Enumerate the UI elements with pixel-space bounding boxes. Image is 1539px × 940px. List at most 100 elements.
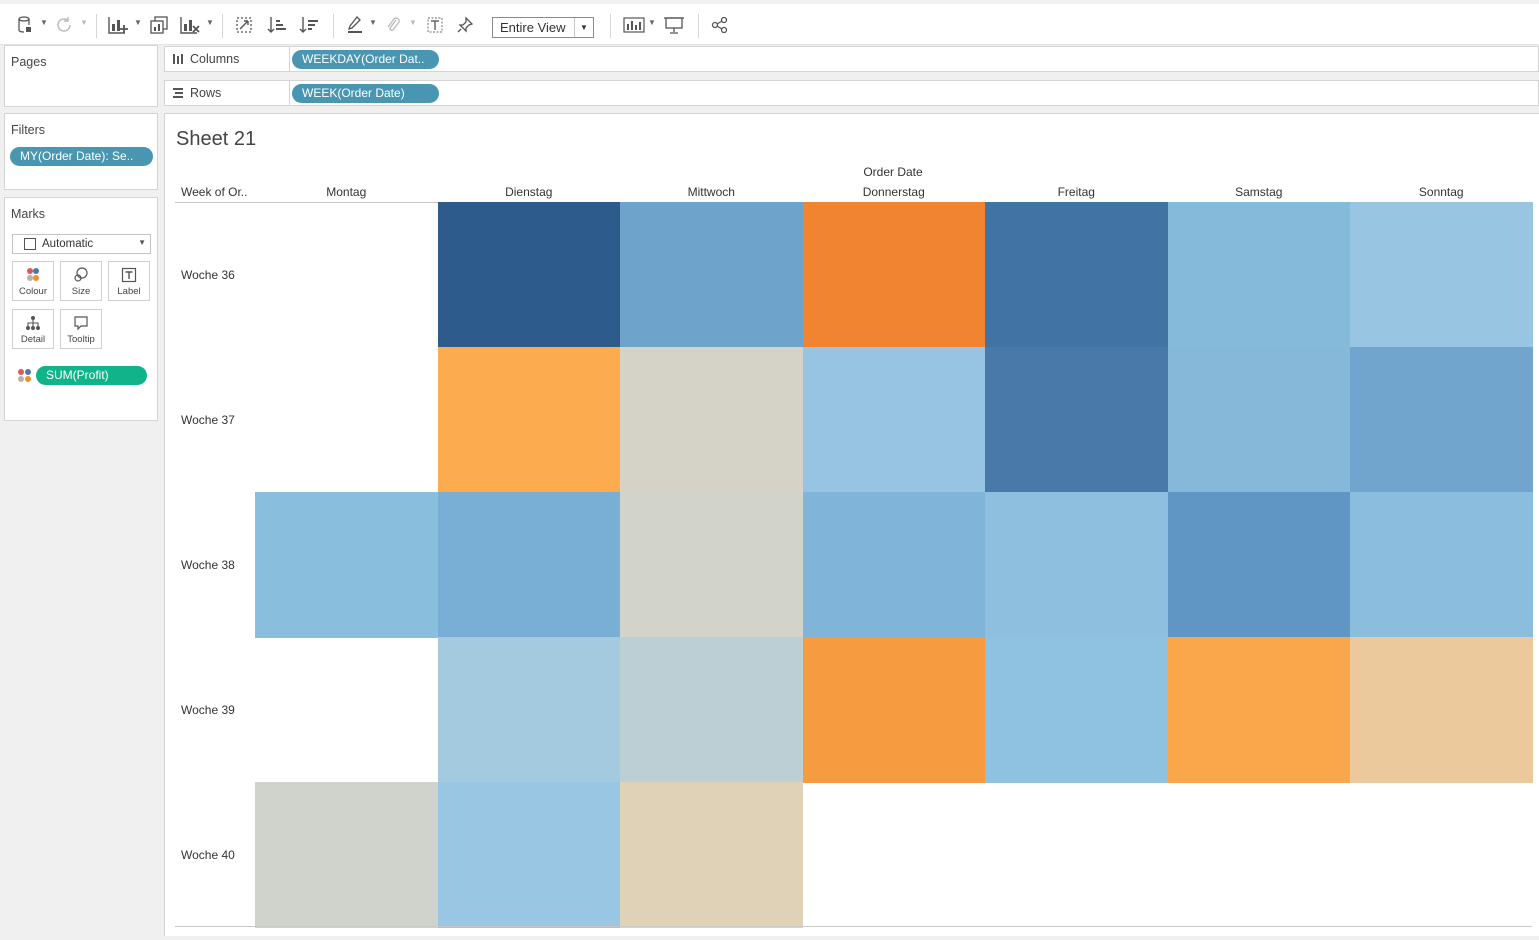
heatmap-cell[interactable] (255, 492, 438, 638)
column-header-montag[interactable]: Montag (326, 185, 367, 199)
detail-label: Detail (20, 334, 46, 345)
heatmap-cell[interactable] (620, 782, 803, 928)
heatmap-cell[interactable] (620, 347, 803, 493)
columns-pill[interactable]: WEEKDAY(Order Dat.. (292, 50, 439, 69)
tooltip-label: Tooltip (67, 334, 95, 345)
heatmap-cell[interactable] (802, 637, 986, 783)
clear-sheet-icon[interactable] (178, 13, 202, 37)
tooltip-button[interactable]: Tooltip (60, 309, 102, 349)
datasource-dropdown-icon[interactable]: ▼ (40, 18, 48, 27)
row-header-woche-40[interactable]: Woche 40 (181, 847, 235, 862)
heatmap-cell[interactable] (985, 492, 1168, 638)
swap-axes-icon[interactable] (233, 13, 255, 37)
heatmap-cell[interactable] (255, 782, 438, 928)
marks-card: Marks Automatic ▼ Colour Size Label Deta… (4, 197, 158, 421)
share-icon[interactable] (709, 13, 731, 37)
new-worksheet-icon[interactable] (106, 13, 130, 37)
show-me-dropdown-icon[interactable]: ▼ (648, 18, 656, 27)
heatmap-cell[interactable] (1350, 637, 1533, 783)
heatmap-cell[interactable] (1167, 347, 1351, 493)
column-header-dienstag[interactable]: Dienstag (505, 185, 553, 199)
profit-measure-pill[interactable]: SUM(Profit) (36, 366, 147, 385)
column-header-sonntag[interactable]: Sonntag (1418, 185, 1464, 199)
row-header-woche-38[interactable]: Woche 38 (181, 557, 235, 572)
show-mark-labels-icon[interactable] (425, 13, 445, 37)
heatmap-cell[interactable] (1167, 637, 1351, 783)
duplicate-sheet-icon[interactable] (148, 13, 170, 37)
heatmap-cell[interactable] (1350, 202, 1533, 348)
sort-descending-icon[interactable] (298, 13, 320, 37)
column-header-samstag[interactable]: Samstag (1235, 185, 1283, 199)
colour-icon (13, 267, 53, 283)
refresh-icon[interactable] (54, 13, 74, 37)
show-me-icon[interactable] (622, 13, 646, 37)
heatmap-cell[interactable] (1167, 492, 1351, 638)
column-header-freitag[interactable]: Freitag (1057, 185, 1095, 199)
new-worksheet-dropdown-icon[interactable]: ▼ (134, 18, 142, 27)
row-header-woche-39[interactable]: Woche 39 (181, 702, 235, 717)
view-size-select[interactable]: Entire View ▼ (492, 17, 594, 38)
mark-type-value: Automatic (42, 238, 94, 250)
sheet-title: Sheet 21 (176, 128, 257, 150)
heatmap-cell[interactable] (437, 347, 621, 493)
row-header-woche-37[interactable]: Woche 37 (181, 412, 235, 427)
column-header-mittwoch[interactable]: Mittwoch (687, 185, 735, 199)
presentation-mode-icon[interactable] (663, 13, 685, 37)
label-label: Label (117, 286, 141, 297)
heatmap-cell[interactable] (620, 492, 803, 638)
highlight-dropdown-icon[interactable]: ▼ (369, 18, 377, 27)
pin-axis-icon[interactable] (455, 13, 475, 37)
label-icon (109, 267, 149, 283)
datasource-icon[interactable] (16, 13, 34, 37)
shelf-divider (289, 47, 290, 71)
refresh-dropdown-icon[interactable]: ▼ (80, 18, 88, 27)
rows-label: Rows (190, 86, 222, 100)
detail-button[interactable]: Detail (12, 309, 54, 349)
chevron-down-icon: ▼ (138, 238, 146, 247)
column-header-donnerstag[interactable]: Donnerstag (862, 185, 925, 199)
filters-card[interactable]: Filters MY(Order Date): Se.. (4, 113, 158, 190)
size-button[interactable]: Size (60, 261, 102, 301)
heatmap-cell[interactable] (437, 492, 621, 638)
row-header-woche-36[interactable]: Woche 36 (181, 267, 235, 282)
filters-title: Filters (11, 123, 46, 137)
label-button[interactable]: Label (108, 261, 150, 301)
bottom-divider (175, 926, 1532, 927)
heatmap-cell[interactable] (437, 202, 621, 348)
heatmap-cell[interactable] (985, 637, 1168, 783)
heatmap-cell[interactable] (1350, 347, 1533, 493)
heatmap-cell[interactable] (1350, 492, 1533, 638)
columns-shelf[interactable]: Columns WEEKDAY(Order Dat.. (164, 46, 1539, 72)
pages-title: Pages (11, 55, 47, 69)
heatmap-cell[interactable] (985, 202, 1168, 348)
heatmap-cell[interactable] (1167, 202, 1351, 348)
rows-icon (172, 87, 184, 102)
heatmap-cell[interactable] (985, 347, 1168, 493)
row-field-header[interactable]: Week of Or.. (181, 185, 248, 199)
heatmap-cell[interactable] (802, 492, 986, 638)
mark-type-square-icon (24, 238, 36, 250)
mark-type-select[interactable]: Automatic ▼ (12, 234, 151, 254)
clear-sheet-dropdown-icon[interactable]: ▼ (206, 18, 214, 27)
heatmap-cell[interactable] (620, 637, 803, 783)
heatmap-cell[interactable] (437, 637, 621, 783)
size-icon (61, 267, 101, 283)
tooltip-icon (61, 315, 101, 331)
toolbar-divider (222, 14, 223, 38)
heatmap-cell[interactable] (620, 202, 803, 348)
columns-label: Columns (190, 52, 240, 66)
heatmap-cell[interactable] (802, 347, 986, 493)
heatmap-cell[interactable] (802, 202, 986, 348)
group-dropdown-icon[interactable]: ▼ (409, 18, 417, 27)
rows-shelf[interactable]: Rows WEEK(Order Date) (164, 80, 1539, 106)
group-members-icon[interactable] (383, 13, 403, 37)
sort-ascending-icon[interactable] (266, 13, 288, 37)
highlight-icon[interactable] (344, 13, 366, 37)
colour-button[interactable]: Colour (12, 261, 54, 301)
shelf-divider (289, 81, 290, 105)
rows-pill[interactable]: WEEK(Order Date) (292, 84, 439, 103)
filter-pill[interactable]: MY(Order Date): Se.. (10, 147, 153, 166)
pages-card[interactable]: Pages (4, 45, 158, 107)
size-label: Size (71, 286, 91, 297)
heatmap-cell[interactable] (437, 782, 621, 928)
